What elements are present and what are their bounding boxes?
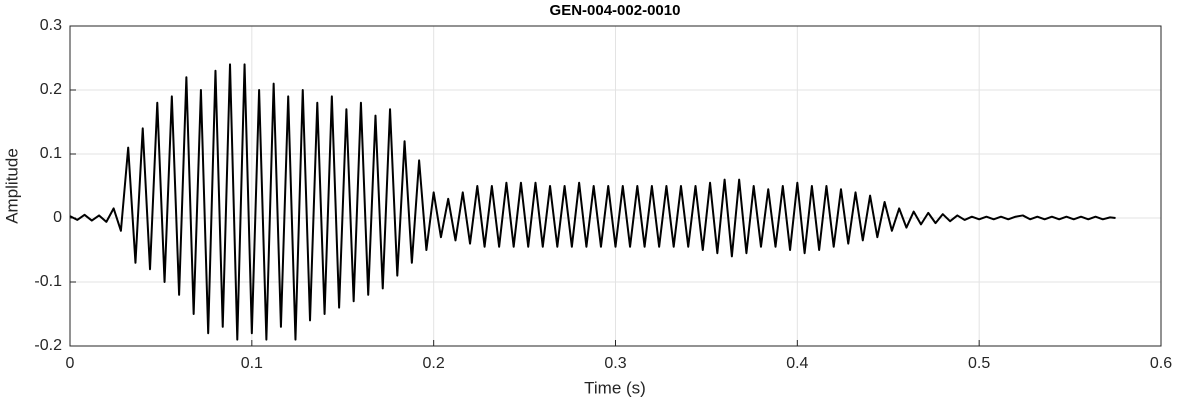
waveform-line	[69, 63, 1116, 341]
x-tick-label: 0.3	[604, 355, 626, 372]
y-tick-label: -0.2	[34, 337, 62, 354]
y-tick-label: 0.1	[40, 145, 62, 162]
y-tick-label: 0	[53, 209, 62, 226]
x-axis-label: Time (s)	[584, 378, 646, 397]
x-tick-label: 0.2	[423, 355, 445, 372]
y-axis-label: Amplitude	[2, 148, 21, 224]
x-tick-label: 0.5	[968, 355, 990, 372]
x-tick-label: 0.1	[241, 355, 263, 372]
y-tick-label: 0.3	[40, 17, 62, 34]
x-tick-label: 0.4	[786, 355, 808, 372]
y-tick-label: -0.1	[34, 273, 62, 290]
y-tick-label: 0.2	[40, 81, 62, 98]
plot-frame	[69, 25, 1162, 347]
x-tick-label: 0	[66, 355, 75, 372]
x-tick-label: 0.6	[1150, 355, 1172, 372]
chart-title: GEN-004-002-0010	[550, 2, 681, 19]
